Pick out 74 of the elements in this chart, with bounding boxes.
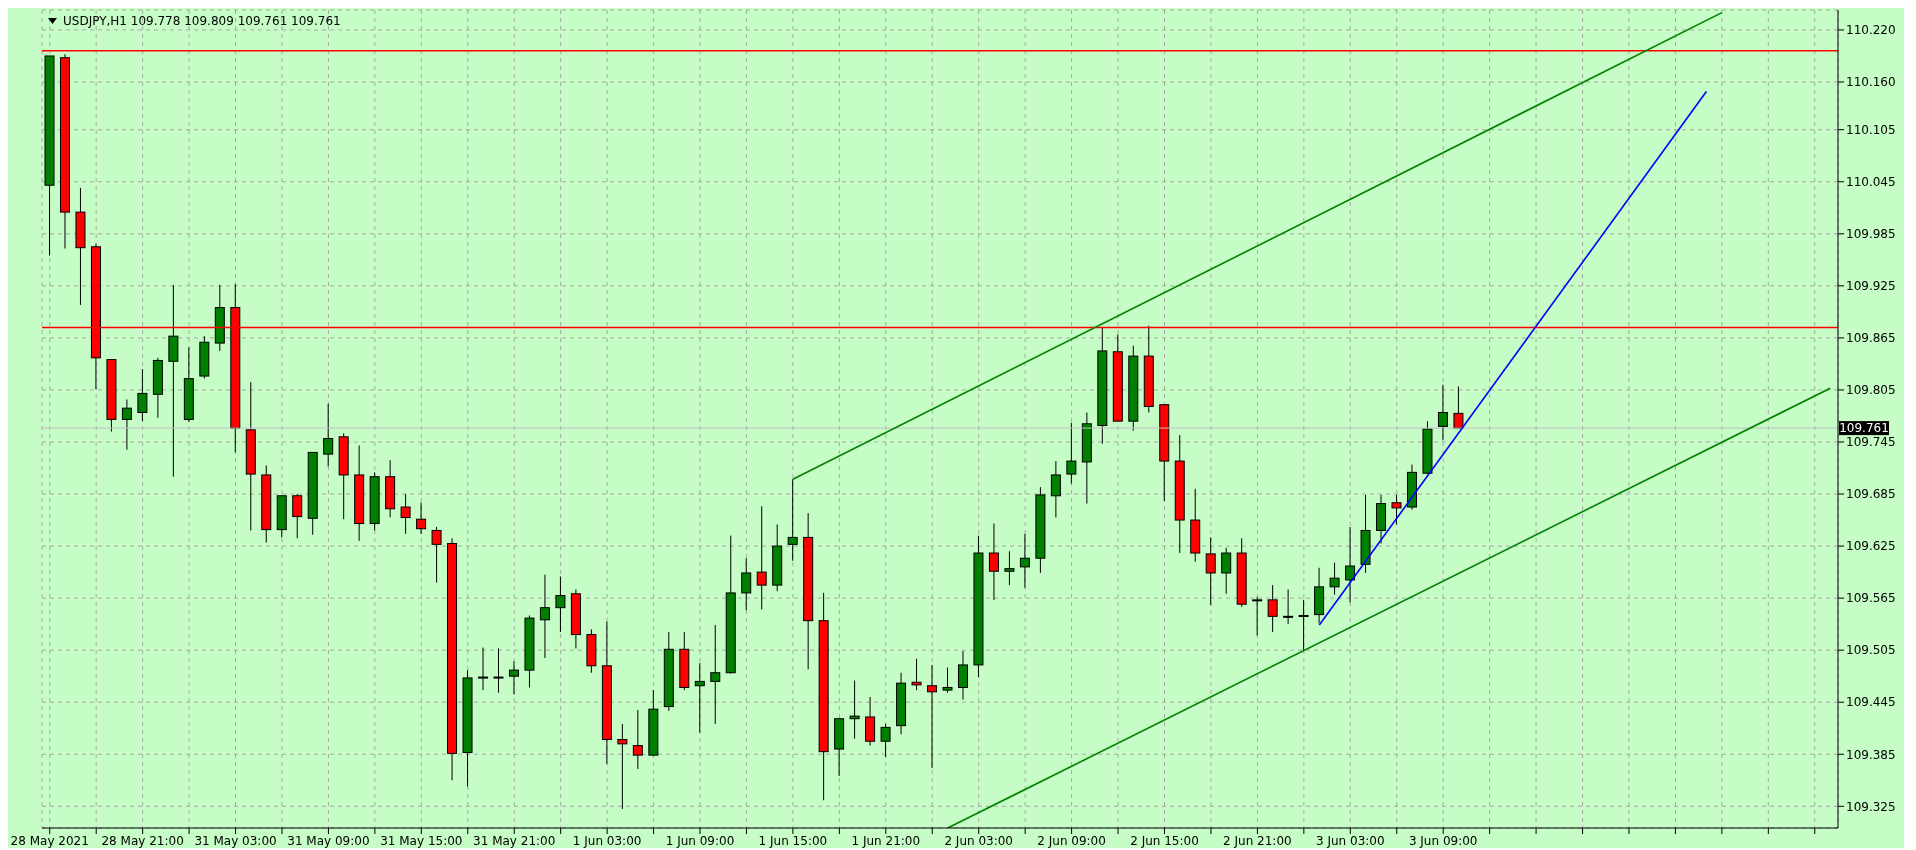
candlestick	[911, 658, 922, 691]
y-tick-label: 109.685	[1846, 487, 1896, 502]
x-tick-label: 1 Jun 09:00	[665, 833, 735, 848]
candlestick	[694, 662, 705, 734]
candlestick	[1329, 562, 1340, 596]
candlestick	[323, 403, 334, 467]
y-tick-label: 109.745	[1846, 435, 1896, 450]
candlestick	[1019, 533, 1030, 589]
x-tick-label: 3 Jun 03:00	[1315, 833, 1385, 848]
candlestick	[1205, 536, 1216, 606]
x-tick-label: 1 Jun 21:00	[851, 833, 921, 848]
x-tick-label: 31 May 03:00	[194, 833, 277, 848]
candlestick	[632, 709, 643, 770]
candlestick	[1221, 547, 1232, 595]
y-tick-label: 109.925	[1846, 279, 1896, 294]
candlestick	[880, 723, 891, 758]
candlestick	[741, 557, 752, 611]
y-tick-label: 109.385	[1846, 747, 1896, 762]
candlestick	[292, 493, 303, 539]
x-tick-label: 1 Jun 03:00	[572, 833, 642, 848]
x-tick-label: 2 Jun 21:00	[1223, 833, 1292, 848]
candlestick	[927, 664, 938, 769]
candlestick	[710, 624, 721, 725]
candlestick	[121, 398, 132, 451]
y-tick-label: 109.625	[1846, 539, 1896, 554]
candlestick	[617, 723, 628, 810]
y-tick-label: 110.220	[1846, 23, 1896, 38]
y-tick-label: 109.565	[1846, 591, 1896, 606]
x-tick-label: 2 Jun 03:00	[944, 833, 1014, 848]
candlestick	[555, 575, 566, 633]
x-tick-label: 31 May 15:00	[380, 833, 463, 848]
x-tick-label: 28 May 21:00	[101, 833, 184, 848]
candlestick	[957, 650, 968, 701]
y-tick-label: 109.505	[1846, 643, 1896, 658]
candlestick	[416, 502, 427, 535]
candlestick	[539, 574, 550, 659]
x-tick-label: 31 May 09:00	[287, 833, 370, 848]
candlestick	[988, 523, 999, 601]
candlestick	[1283, 588, 1294, 625]
candlestick	[1298, 599, 1309, 652]
candlestick	[1066, 422, 1077, 485]
candlestick	[478, 647, 489, 691]
candlestick	[400, 493, 411, 535]
candlestick	[1437, 384, 1448, 441]
x-tick-label: 3 Jun 09:00	[1408, 833, 1478, 848]
candlestick	[756, 505, 767, 610]
candlestick	[431, 526, 442, 584]
candlestick	[1391, 494, 1402, 525]
x-tick-label: 1 Jun 15:00	[758, 833, 828, 848]
candlestick	[1050, 460, 1061, 518]
x-tick-label: 28 May 2021	[10, 833, 89, 848]
x-tick-label: 31 May 21:00	[473, 833, 556, 848]
candlestick	[493, 647, 504, 694]
candlestick	[1345, 526, 1356, 603]
x-tick-label: 2 Jun 09:00	[1037, 833, 1106, 848]
candlestick	[508, 660, 519, 695]
ref-line-label: 109.761	[1839, 421, 1889, 436]
y-tick-label: 109.325	[1846, 799, 1896, 814]
y-tick-label: 110.045	[1846, 175, 1896, 190]
chart-title: USDJPY,H1 109.778 109.809 109.761 109.761	[63, 14, 341, 28]
y-tick-label: 109.985	[1846, 227, 1896, 242]
y-tick-label: 110.160	[1846, 75, 1896, 90]
x-tick-label: 2 Jun 15:00	[1130, 833, 1199, 848]
y-tick-label: 109.805	[1846, 383, 1896, 398]
candlestick	[942, 667, 953, 694]
y-tick-label: 110.105	[1846, 122, 1896, 137]
candlestick	[1004, 550, 1015, 586]
candlestick	[1267, 584, 1278, 633]
y-tick-label: 109.865	[1846, 331, 1896, 346]
candlestick	[1453, 385, 1464, 429]
y-tick-label: 109.445	[1846, 695, 1896, 710]
candlestick	[849, 680, 860, 740]
candlestick	[137, 368, 148, 422]
candlestick	[1252, 596, 1263, 636]
